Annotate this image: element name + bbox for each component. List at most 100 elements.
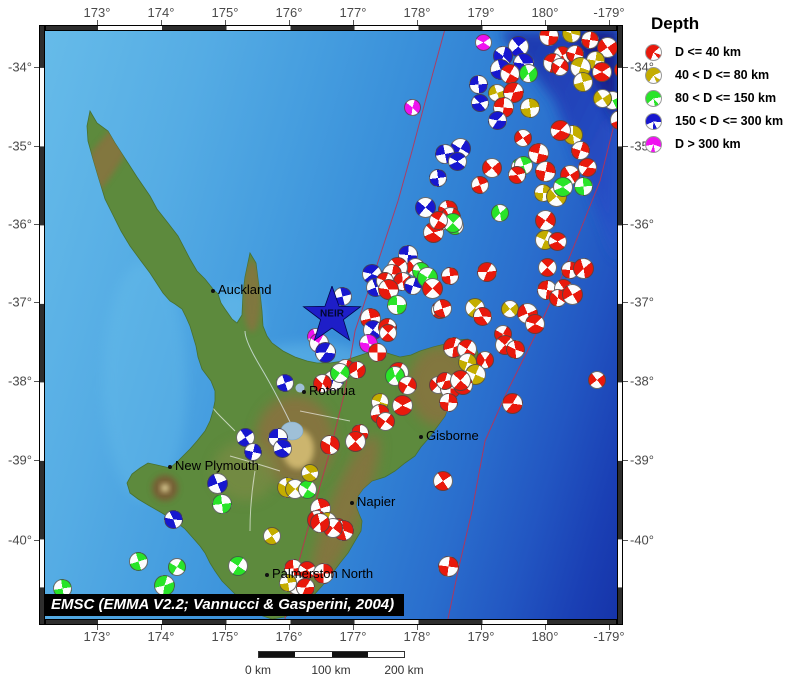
beachball [429, 169, 447, 187]
city-dot [211, 289, 215, 293]
axis-label: 180° [531, 5, 559, 20]
axis-tick [34, 67, 39, 68]
beachball [432, 298, 452, 318]
beachball [592, 62, 612, 82]
beachball [561, 283, 583, 305]
axis-label: -39° [8, 452, 32, 468]
beachball [539, 31, 559, 46]
beachball [520, 98, 540, 118]
axis-label: 174° [147, 5, 175, 20]
map-frame-right [617, 25, 623, 625]
beachball [551, 58, 569, 76]
axis-label: -40° [8, 532, 32, 548]
axis-label: 175° [211, 629, 239, 644]
beachball [549, 119, 571, 141]
beachball [573, 72, 593, 92]
city-label: Napier [357, 494, 396, 509]
legend-beachball-icon [645, 44, 662, 61]
map-frame-left [39, 25, 45, 625]
axis-label: -39° [630, 452, 654, 468]
axis-label: 176° [275, 629, 303, 644]
beachball [244, 443, 262, 461]
beachball [534, 209, 556, 231]
scale-bar-label: 200 km [384, 663, 424, 677]
legend-entry: 40 < D <= 80 km [645, 65, 769, 88]
beachball [588, 371, 606, 389]
city-dot [302, 390, 306, 394]
beachball [525, 314, 545, 334]
axis-label: 174° [147, 629, 175, 644]
beachball [534, 160, 556, 182]
axis-tick [34, 460, 39, 461]
scale-bar-segment [367, 652, 404, 657]
beachball [508, 166, 526, 184]
beachball [573, 176, 593, 196]
axis-tick [623, 460, 628, 461]
beachball [471, 94, 489, 112]
axis-tick [545, 20, 546, 25]
legend-entry: 150 < D <= 300 km [645, 111, 783, 134]
beachball [553, 177, 573, 197]
beachball [421, 277, 443, 299]
beachball [312, 562, 334, 584]
scale-bar-segment [259, 652, 296, 657]
beachball [153, 574, 175, 596]
axis-tick [34, 381, 39, 382]
beachball [312, 373, 332, 393]
axis-label: 175° [211, 5, 239, 20]
beachball [297, 479, 317, 499]
axis-tick [353, 20, 354, 25]
axis-label: 177° [339, 5, 367, 20]
axis-label: 178° [403, 5, 431, 20]
beachball [379, 324, 397, 342]
axis-label: 177° [339, 629, 367, 644]
axis-label: -179° [593, 5, 625, 20]
beachball [447, 151, 467, 171]
beachball [403, 98, 421, 116]
scale-bar-segment [295, 652, 332, 657]
legend-beachball-icon [645, 136, 662, 153]
city-label: Rotorua [309, 383, 356, 398]
depth-legend: Depth D <= 40 km 40 < D <= 80 km 80 < D <=… [645, 14, 783, 157]
axis-label: -37° [630, 294, 654, 310]
beachball [367, 342, 387, 362]
city-label: Gisborne [426, 428, 479, 443]
axis-tick [609, 625, 610, 630]
axis-tick [34, 224, 39, 225]
city-dot [265, 573, 269, 577]
legend-beachball-icon [645, 90, 662, 107]
beachball [228, 556, 248, 576]
axis-tick [97, 20, 98, 25]
city-dot [419, 435, 423, 439]
beachball [387, 295, 407, 315]
beachball [433, 471, 453, 491]
beachball [272, 438, 292, 458]
beachball [414, 196, 436, 218]
axis-label: 180° [531, 629, 559, 644]
axis-tick [623, 540, 628, 541]
axis-tick [623, 302, 628, 303]
legend-beachball-icon [645, 67, 662, 84]
axis-label: -35° [8, 138, 32, 154]
beachball [314, 341, 336, 363]
legend-label: 80 < D <= 150 km [675, 91, 777, 105]
star-label: NEIR [320, 308, 344, 320]
axis-tick [353, 625, 354, 630]
axis-tick [545, 625, 546, 630]
beachball [375, 411, 395, 431]
axis-tick [97, 625, 98, 630]
legend-entry: 80 < D <= 150 km [645, 88, 776, 111]
beachball [163, 509, 183, 529]
beachball [263, 527, 281, 545]
beachball [487, 110, 507, 130]
city-label: Palmerston North [272, 566, 374, 581]
axis-label: -179° [593, 629, 625, 644]
beachball [397, 375, 417, 395]
beachball [514, 129, 532, 147]
axis-tick [623, 67, 628, 68]
legend-label: D > 300 km [675, 137, 741, 151]
beachball [474, 33, 492, 51]
axis-tick [161, 625, 162, 630]
beachball [438, 392, 458, 412]
legend-beachball-icon [645, 113, 662, 130]
